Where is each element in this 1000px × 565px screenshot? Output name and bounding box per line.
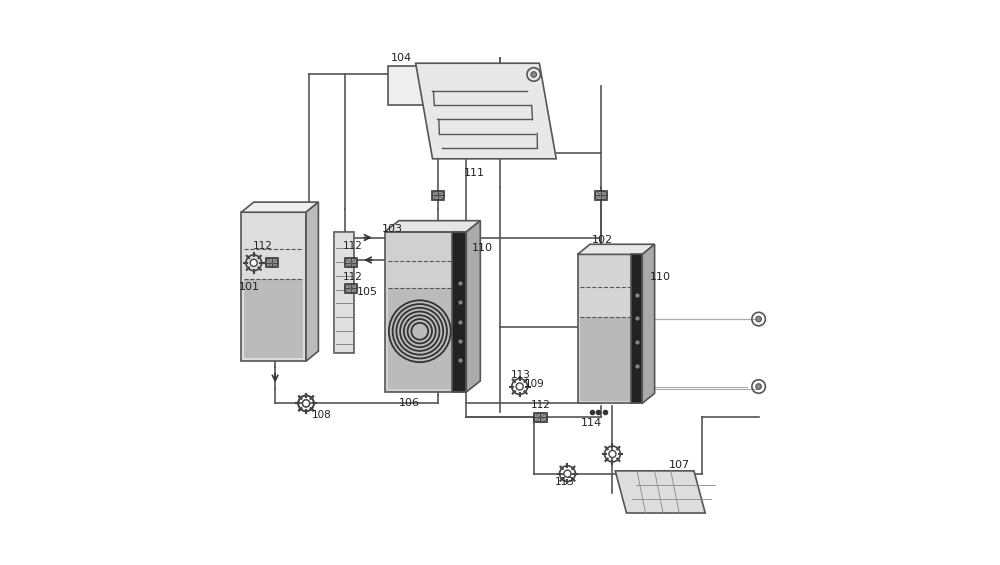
Bar bbox=[388, 66, 433, 106]
Bar bbox=[595, 191, 607, 200]
Polygon shape bbox=[385, 232, 466, 392]
Text: 109: 109 bbox=[525, 379, 545, 389]
Text: 105: 105 bbox=[357, 288, 378, 297]
Polygon shape bbox=[615, 471, 705, 513]
Text: 102: 102 bbox=[592, 236, 613, 245]
Bar bbox=[345, 284, 357, 293]
Polygon shape bbox=[306, 202, 318, 361]
Text: 108: 108 bbox=[312, 410, 331, 420]
Text: 104: 104 bbox=[390, 53, 411, 63]
Text: 112: 112 bbox=[531, 400, 551, 410]
Polygon shape bbox=[385, 221, 480, 232]
Text: 106: 106 bbox=[399, 398, 420, 408]
Text: 113: 113 bbox=[511, 370, 531, 380]
Text: 112: 112 bbox=[253, 241, 272, 251]
Circle shape bbox=[756, 316, 761, 322]
Circle shape bbox=[516, 383, 523, 390]
Text: 110: 110 bbox=[472, 243, 493, 253]
Text: 103: 103 bbox=[382, 224, 403, 234]
Circle shape bbox=[609, 450, 616, 458]
Polygon shape bbox=[580, 317, 639, 401]
Circle shape bbox=[531, 72, 537, 77]
Bar bbox=[266, 258, 278, 267]
Polygon shape bbox=[578, 254, 642, 403]
Text: 113: 113 bbox=[555, 477, 575, 487]
Text: 107: 107 bbox=[669, 460, 690, 470]
Text: 112: 112 bbox=[343, 272, 362, 282]
Text: 101: 101 bbox=[239, 282, 260, 292]
Bar bbox=[534, 413, 547, 422]
Polygon shape bbox=[466, 221, 480, 392]
Bar bbox=[345, 258, 357, 267]
Polygon shape bbox=[416, 63, 556, 159]
Polygon shape bbox=[244, 279, 303, 358]
Circle shape bbox=[756, 384, 761, 389]
Circle shape bbox=[250, 259, 257, 266]
Text: 111: 111 bbox=[463, 168, 484, 178]
Bar bbox=[334, 232, 354, 353]
Circle shape bbox=[302, 400, 310, 407]
Circle shape bbox=[302, 400, 310, 407]
Bar bbox=[631, 254, 642, 403]
Bar bbox=[452, 232, 466, 392]
Bar bbox=[432, 191, 444, 200]
Text: 112: 112 bbox=[343, 241, 362, 251]
Text: 114: 114 bbox=[580, 418, 602, 428]
Polygon shape bbox=[241, 202, 318, 212]
Polygon shape bbox=[642, 244, 655, 403]
Text: 110: 110 bbox=[650, 272, 671, 282]
Polygon shape bbox=[388, 288, 463, 389]
Circle shape bbox=[564, 470, 571, 477]
Bar bbox=[334, 232, 354, 353]
Polygon shape bbox=[241, 212, 306, 361]
Polygon shape bbox=[578, 244, 655, 254]
